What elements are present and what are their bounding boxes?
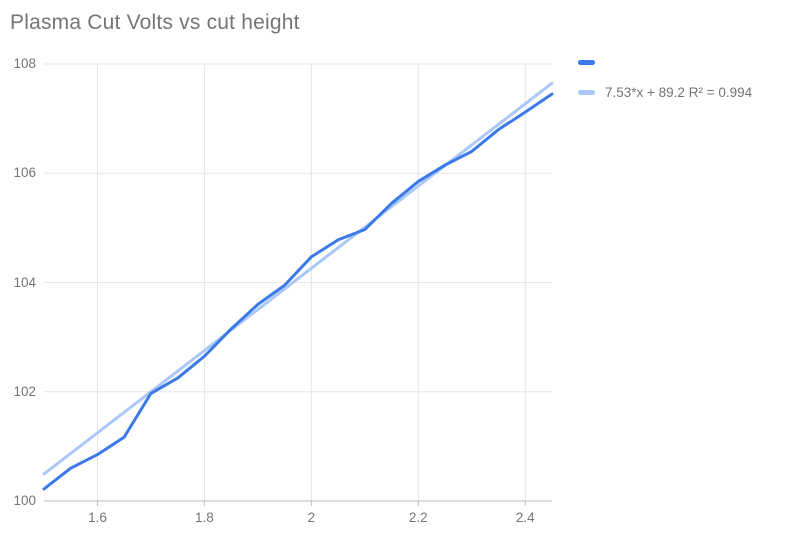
legend-item-series[interactable] <box>578 57 752 68</box>
legend: 7.53*x + 89.2 R² = 0.994 <box>578 57 752 117</box>
y-tick-label: 100 <box>13 493 36 508</box>
trendline-series <box>42 81 554 476</box>
x-tick-label: 2.4 <box>515 510 535 525</box>
legend-trendline-label: 7.53*x + 89.2 R² = 0.994 <box>605 85 753 100</box>
y-tick-label: 104 <box>13 274 36 290</box>
y-tick-label: 108 <box>13 56 36 71</box>
chart-title: Plasma Cut Volts vs cut height <box>10 11 300 34</box>
legend-swatch-series <box>578 60 595 65</box>
x-tick-label: 2.2 <box>408 510 428 525</box>
data-series-line <box>42 92 554 491</box>
y-tick-label: 102 <box>13 383 36 399</box>
x-tick-label: 1.6 <box>88 510 107 525</box>
legend-item-trendline[interactable]: 7.53*x + 89.2 R² = 0.994 <box>578 85 753 100</box>
x-tick-label: 1.8 <box>195 510 214 525</box>
x-tick-label: 2 <box>307 510 316 525</box>
legend-swatch-trendline <box>578 90 595 95</box>
y-tick-label: 106 <box>13 165 36 181</box>
